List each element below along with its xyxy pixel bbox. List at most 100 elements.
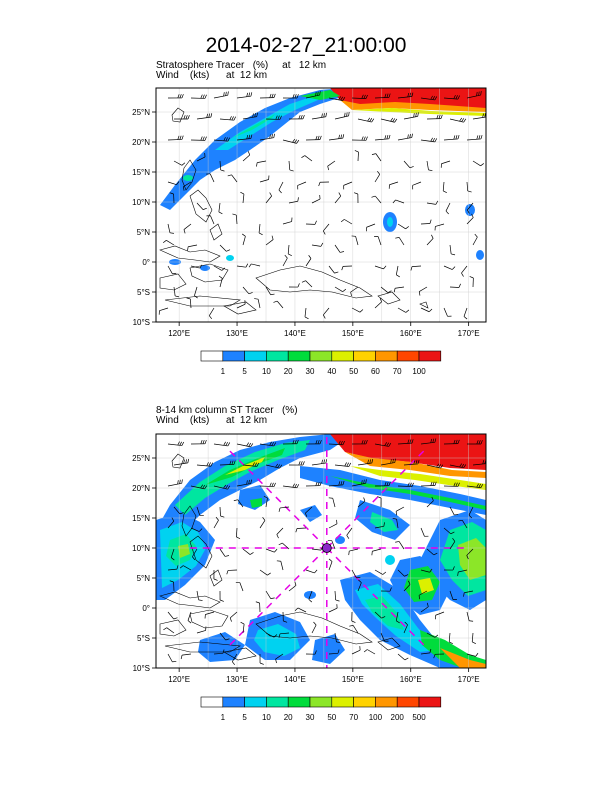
wind-barb (288, 581, 297, 592)
lat-tick-label: 10°N (132, 198, 150, 207)
wind-barb (403, 160, 414, 169)
wind-barb (393, 286, 405, 293)
storm-center-icon (321, 543, 332, 553)
wind-barb (371, 548, 382, 556)
wind-barb (265, 632, 278, 638)
wind-barb (328, 134, 345, 141)
wind-barb (318, 181, 330, 187)
wind-barb (242, 286, 253, 295)
wind-barb (190, 264, 203, 269)
wind-barb (340, 219, 353, 225)
wind-barb (282, 138, 300, 144)
colorbar-label: 100 (369, 713, 383, 722)
wind-barb (167, 223, 174, 234)
wind-barb (357, 497, 366, 508)
colorbar-box (396, 696, 420, 708)
panel2-storm-marker (186, 434, 467, 668)
wind-barb (167, 653, 177, 663)
lon-tick-label: 160°E (400, 675, 422, 684)
wind-barb (357, 117, 375, 123)
wind-barb (374, 134, 391, 141)
wind-barb (305, 506, 313, 517)
wind-barb (219, 244, 231, 252)
wind-barb (420, 219, 432, 225)
colorbar-box (331, 350, 354, 362)
wind-barb (397, 307, 410, 313)
wind-barb (374, 265, 387, 270)
panel1-colorbar: 1 5 10 20 30 40 50 60 70 100 (200, 350, 442, 376)
wind-barb (380, 458, 396, 466)
wind-barb (351, 569, 361, 579)
wind-barb (374, 569, 387, 575)
panel2-coastlines (159, 453, 401, 661)
wind-barb (278, 506, 290, 512)
wind-barb (259, 93, 276, 99)
wind-barb (420, 568, 433, 573)
wind-barb (443, 566, 455, 571)
wind-barb (169, 192, 175, 204)
wind-barb (276, 527, 284, 539)
wind-barb (371, 153, 382, 162)
panel1-title-line1: Stratosphere Tracer (%) at 12 km (156, 60, 327, 71)
wind-barb (351, 136, 368, 141)
wind-barb (311, 194, 321, 204)
wind-barb (282, 483, 300, 489)
wind-barb (219, 506, 225, 518)
colorbar-label: 100 (412, 367, 426, 376)
wind-barb (322, 307, 330, 319)
wind-barb (259, 569, 271, 576)
wind-barb (442, 181, 447, 194)
wind-barb (380, 286, 392, 293)
wind-barb (204, 611, 215, 619)
wind-barb (183, 223, 192, 234)
wind-barb (265, 548, 278, 553)
wind-barb (374, 522, 385, 529)
wind-barb (443, 482, 460, 487)
wind-barb (397, 482, 414, 487)
lat-tick-label: 20°N (132, 138, 150, 147)
wind-barb (443, 135, 460, 141)
wind-barb (351, 479, 367, 487)
wind-barb (192, 548, 198, 561)
wind-barb (158, 307, 169, 315)
wind-barb (343, 181, 353, 190)
wind-barb (242, 112, 258, 120)
wind-barb (354, 150, 359, 162)
wind-barb (236, 479, 252, 487)
wind-barb (241, 233, 246, 246)
wind-barb (468, 506, 474, 519)
wind-barb (236, 442, 254, 448)
colorbar-box (418, 696, 442, 708)
wind-barb (288, 283, 300, 288)
wind-barb (334, 590, 340, 602)
wind-barb (196, 152, 206, 162)
colorbar-label: 200 (391, 713, 405, 722)
wind-barb (311, 459, 328, 466)
wind-barb (334, 462, 352, 467)
wind-barb (463, 590, 474, 597)
panel2-colorbar: 1 5 10 20 30 50 70 100 200 500 (200, 696, 442, 722)
panel2-stratosphere-red (330, 434, 486, 470)
wind-barb (392, 199, 405, 204)
lat-tick-label: 10°S (133, 318, 150, 327)
wind-barb (434, 223, 445, 231)
wind-barb (374, 235, 382, 246)
colorbar-box (287, 350, 311, 362)
wind-barb (380, 587, 392, 592)
wind-barb (219, 160, 225, 172)
wind-barb (218, 275, 223, 288)
wind-barb (374, 611, 386, 619)
wind-barb (449, 283, 461, 288)
wind-barb (395, 237, 405, 246)
wind-barb (346, 527, 353, 539)
wind-barb (458, 519, 468, 529)
wind-barb (328, 96, 346, 101)
wind-barb (265, 235, 274, 246)
wind-barb (334, 111, 350, 120)
wind-barb (265, 463, 283, 469)
wind-barb (420, 137, 438, 143)
wind-barb (258, 223, 263, 236)
colorbar-label: 50 (349, 367, 358, 376)
wind-barb (308, 590, 313, 603)
